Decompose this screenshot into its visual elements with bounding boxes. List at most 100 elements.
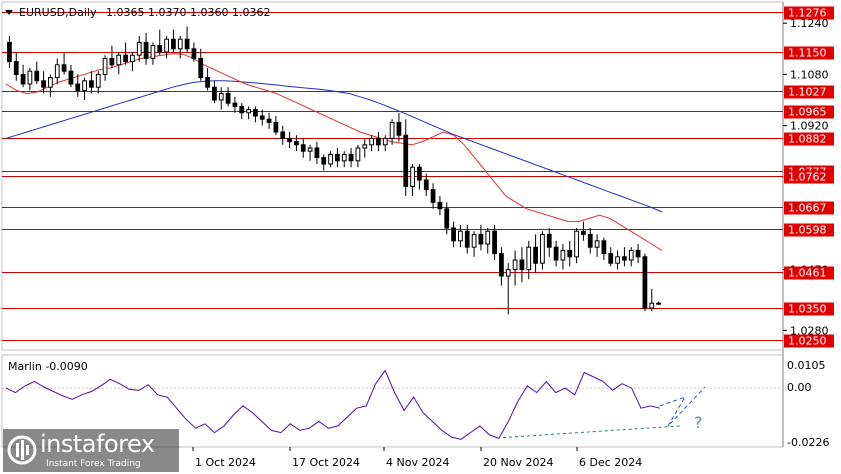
level-label-bg-11 bbox=[784, 334, 834, 348]
candle-body bbox=[430, 189, 436, 203]
level-label-4: 1.0882 bbox=[788, 133, 827, 146]
chart-ohlc: 1.0365 1.0370 1.0360 1.0362 bbox=[106, 6, 270, 19]
candle-body bbox=[444, 208, 450, 229]
candle-body bbox=[485, 230, 491, 245]
candle-body bbox=[512, 259, 518, 271]
candle-body bbox=[505, 269, 511, 277]
candle-body bbox=[369, 137, 374, 146]
candle-body bbox=[34, 70, 40, 82]
candle-body bbox=[533, 246, 538, 264]
candle-body bbox=[307, 147, 313, 152]
level-label-bg-9 bbox=[784, 266, 834, 280]
candle-body bbox=[184, 38, 190, 50]
candle-body bbox=[471, 233, 477, 248]
ma-fast-line bbox=[5, 53, 663, 251]
candle-body bbox=[321, 157, 327, 165]
candle-body bbox=[27, 70, 33, 85]
candle-body bbox=[423, 179, 429, 191]
level-label-1: 1.1150 bbox=[788, 47, 827, 60]
candle-body bbox=[75, 83, 81, 91]
candle-body bbox=[328, 153, 333, 165]
candle-body bbox=[61, 64, 67, 72]
candle-body bbox=[143, 41, 149, 59]
candle-body bbox=[615, 256, 620, 264]
time-axis-ticks: 1 Oct 2024 17 Oct 2024 4 Nov 2024 20 Nov 20… bbox=[192, 447, 642, 469]
candle-body bbox=[48, 77, 53, 88]
candle-body bbox=[581, 230, 586, 235]
candle-body bbox=[102, 57, 108, 75]
marlin-indicator bbox=[2, 369, 783, 440]
candle-body bbox=[492, 230, 497, 255]
level-label-3: 1.0965 bbox=[788, 106, 827, 119]
brand-tagline: Instant Forex Trading bbox=[46, 459, 141, 469]
forecast-question-mark: ? bbox=[694, 413, 703, 432]
horizontal-levels bbox=[2, 12, 783, 341]
candle-body bbox=[417, 166, 422, 181]
instaforex-logo-icon bbox=[7, 435, 37, 465]
candle-body bbox=[123, 54, 128, 63]
candle-body bbox=[458, 230, 463, 242]
candle-body bbox=[314, 147, 320, 159]
candle-body bbox=[382, 137, 388, 146]
y-tick-label-4: 1.0280 bbox=[790, 324, 829, 337]
candle-body bbox=[560, 249, 566, 261]
candle-body bbox=[587, 233, 593, 248]
candle-body bbox=[341, 153, 347, 162]
candle-body bbox=[164, 38, 169, 53]
y-tick-label-0: 1.1240 bbox=[790, 17, 829, 30]
level-label-8: 1.0598 bbox=[788, 224, 827, 237]
dropdown-triangle-icon[interactable] bbox=[5, 10, 13, 15]
ma-slow-line bbox=[5, 80, 663, 213]
candle-body bbox=[205, 77, 210, 88]
candle-body bbox=[300, 144, 306, 152]
candle-body bbox=[355, 147, 361, 162]
candle-body bbox=[225, 93, 231, 104]
candle-body bbox=[41, 80, 46, 88]
level-label-bg-1 bbox=[784, 46, 834, 60]
candle-body bbox=[622, 256, 627, 261]
candle-body bbox=[177, 38, 183, 50]
candle-body bbox=[20, 73, 26, 85]
candle-body bbox=[403, 134, 409, 187]
candle-body bbox=[567, 249, 573, 258]
level-label-9: 1.0461 bbox=[788, 267, 827, 280]
level-label-10: 1.0350 bbox=[788, 303, 827, 316]
level-label-bg-2 bbox=[784, 85, 834, 99]
forecast-path bbox=[659, 386, 706, 427]
candle-body bbox=[273, 121, 279, 133]
candle-body bbox=[574, 230, 579, 258]
candle-body bbox=[212, 86, 217, 101]
candle-body bbox=[451, 227, 456, 242]
level-label-6: 1.0762 bbox=[788, 171, 827, 184]
indicator-label: Marlin -0.0090 bbox=[8, 360, 88, 373]
moving-averages bbox=[5, 53, 663, 251]
x-tick-label-2: 4 Nov 2024 bbox=[386, 456, 449, 469]
candle-body bbox=[608, 253, 614, 264]
candle-body bbox=[68, 70, 74, 85]
candle-body bbox=[478, 233, 484, 245]
candle-body bbox=[628, 249, 634, 261]
indicator-tick-zero: 0.00 bbox=[787, 381, 812, 394]
candle-body bbox=[348, 153, 354, 162]
candle-body bbox=[239, 105, 245, 114]
candle-body bbox=[389, 121, 395, 139]
x-tick-label-4: 6 Dec 2024 bbox=[579, 456, 642, 469]
candle-body bbox=[136, 41, 142, 56]
support-trendline bbox=[502, 425, 681, 439]
level-label-2: 1.1027 bbox=[788, 86, 827, 99]
candle-body bbox=[89, 80, 94, 88]
candle-body bbox=[95, 73, 101, 88]
level-label-bg-8 bbox=[784, 223, 834, 237]
level-label-bg-7 bbox=[784, 201, 834, 215]
candles bbox=[7, 26, 661, 315]
candle-body bbox=[540, 233, 545, 264]
candle-body bbox=[13, 61, 19, 75]
y-tick-label-1: 1.1080 bbox=[790, 68, 829, 81]
candle-body bbox=[519, 259, 525, 271]
candle-body bbox=[191, 48, 197, 59]
x-tick-label-0: 1 Oct 2024 bbox=[195, 456, 256, 469]
candle-body bbox=[259, 115, 265, 120]
candle-body bbox=[553, 246, 559, 261]
marlin-line bbox=[5, 369, 661, 440]
candle-body bbox=[246, 109, 251, 114]
